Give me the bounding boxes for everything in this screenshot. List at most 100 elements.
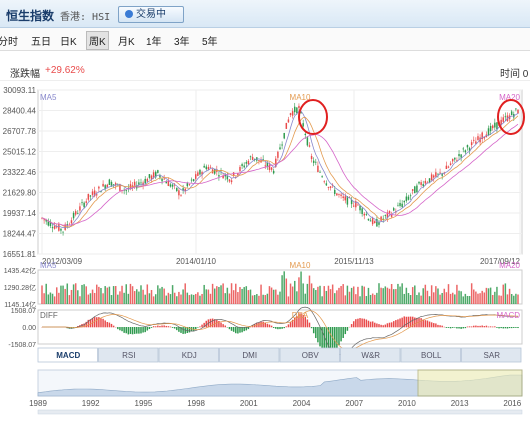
- volume-bar: [187, 293, 188, 304]
- macd-bar: [479, 326, 480, 327]
- index-name: 恒生指数: [6, 9, 54, 23]
- volume-bar: [475, 292, 476, 304]
- candle-body: [210, 167, 211, 168]
- candle-body: [144, 179, 145, 183]
- volume-bar: [347, 286, 348, 304]
- volume-bar: [107, 288, 108, 304]
- change-bar: 涨跌幅 +29.62% 时间 0: [0, 58, 530, 81]
- macd-bar: [513, 327, 514, 328]
- candle-body: [102, 184, 103, 186]
- macd-bar: [435, 323, 436, 327]
- volume-bar: [336, 290, 337, 304]
- tab-weekly-k[interactable]: 周K: [86, 31, 109, 50]
- volume-bar: [50, 293, 51, 304]
- indicator-tab-label: BOLL: [421, 351, 442, 360]
- volume-bar: [113, 286, 114, 304]
- macd-bar: [222, 324, 223, 327]
- macd-bar: [490, 326, 491, 327]
- volume-bar: [511, 294, 512, 304]
- macd-bar: [178, 327, 179, 332]
- candle-body: [283, 133, 284, 138]
- volume-bar: [517, 294, 518, 304]
- macd-bar: [123, 327, 124, 333]
- volume-bar: [416, 295, 417, 304]
- main-y-tick-label: 26707.78: [3, 127, 37, 136]
- candle-body: [290, 113, 291, 115]
- volume-bar: [45, 284, 46, 304]
- macd-bar: [399, 318, 400, 327]
- status-dot-icon: [125, 10, 133, 18]
- candle-body: [418, 182, 419, 184]
- macd-bar: [319, 327, 320, 346]
- navigator-selection-window[interactable]: [418, 370, 522, 396]
- tab-1-year[interactable]: 1年: [144, 32, 164, 49]
- volume-bar: [481, 291, 482, 304]
- candle-body: [488, 128, 489, 135]
- macd-bar: [307, 319, 308, 327]
- macd-bar: [460, 327, 461, 329]
- volume-bar: [71, 290, 72, 304]
- candle-body: [414, 186, 415, 193]
- candle-body: [446, 166, 447, 169]
- candle-body: [265, 165, 266, 166]
- candle-body: [450, 163, 451, 165]
- volume-bar: [149, 293, 150, 304]
- macd-bar: [467, 327, 468, 328]
- candle-body: [307, 137, 308, 145]
- indicator-tab-label: OBV: [302, 351, 320, 360]
- macd-bar: [347, 327, 348, 331]
- macd-bar: [195, 327, 196, 329]
- volume-bar: [279, 292, 280, 304]
- volume-bar: [395, 289, 396, 304]
- candle-body: [429, 178, 430, 182]
- candle-body: [401, 204, 402, 207]
- candle-body: [176, 188, 177, 191]
- tab-intraday[interactable]: 分时: [0, 32, 20, 49]
- volume-bar: [439, 295, 440, 304]
- trading-status-button[interactable]: 交易中: [118, 6, 184, 23]
- macd-bar: [393, 321, 394, 327]
- candle-body: [161, 179, 162, 182]
- candle-body: [52, 227, 53, 228]
- candle-body: [193, 179, 194, 181]
- volume-bar: [104, 286, 105, 304]
- candle-body: [187, 183, 188, 186]
- tab-5-year[interactable]: 5年: [200, 32, 220, 49]
- macd-bar: [425, 320, 426, 327]
- volume-bar: [458, 291, 459, 304]
- candle-body: [243, 166, 244, 168]
- macd-bar: [355, 319, 356, 327]
- macd-bar: [121, 327, 122, 331]
- tab-monthly-k[interactable]: 月K: [116, 32, 137, 49]
- candle-body: [393, 208, 394, 210]
- tab-3-year[interactable]: 3年: [172, 32, 192, 49]
- volume-bar: [393, 289, 394, 304]
- tab-five-day[interactable]: 五日: [29, 32, 53, 49]
- macd-bar: [288, 324, 289, 327]
- horizontal-scrollbar[interactable]: [38, 410, 522, 414]
- macd-bar: [216, 320, 217, 327]
- candle-body: [399, 203, 400, 206]
- volume-bar: [397, 284, 398, 304]
- macd-bar: [431, 322, 432, 327]
- main-y-tick-label: 19937.14: [3, 209, 37, 218]
- candle-body: [364, 214, 365, 216]
- macd-dea-legend: DEA: [292, 311, 309, 320]
- macd-bar: [517, 327, 518, 328]
- macd-bar: [237, 327, 238, 334]
- macd-bar: [391, 322, 392, 327]
- volume-bar: [115, 286, 116, 304]
- ma5-line: [42, 111, 518, 228]
- macd-bar: [100, 318, 101, 327]
- volume-bar: [456, 285, 457, 304]
- volume-bar: [326, 291, 327, 304]
- macd-bar: [96, 317, 97, 327]
- indicator-tab-label: RSI: [122, 351, 135, 360]
- volume-bar: [250, 290, 251, 304]
- candle-body: [511, 111, 512, 115]
- tab-daily-k[interactable]: 日K: [58, 32, 79, 49]
- macd-bar: [462, 327, 463, 328]
- candle-body: [197, 172, 198, 176]
- macd-bar: [444, 327, 445, 328]
- candle-body: [412, 189, 413, 191]
